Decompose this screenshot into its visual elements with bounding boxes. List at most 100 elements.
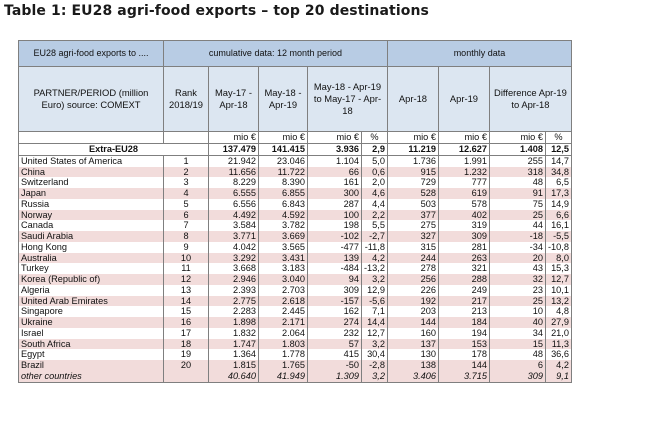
value-cell: 315 xyxy=(386,241,439,253)
value-cell: 192 xyxy=(386,295,439,307)
value-cell: 162 xyxy=(307,306,362,317)
value-cell: 3.669 xyxy=(258,231,308,242)
value-cell: 2,0 xyxy=(361,177,388,188)
row-name: Korea (Republic of) xyxy=(18,274,164,285)
month2-header: Apr-19 xyxy=(437,66,490,132)
value-cell: 144 xyxy=(386,317,439,328)
period2-header: May-18 - Apr-19 xyxy=(258,66,308,132)
value-cell: 0,6 xyxy=(361,166,388,178)
value-cell: 48 xyxy=(488,349,546,360)
value-cell: 138 xyxy=(386,360,439,371)
table-row: China 2 11.656 11.722 66 0,6 915 1.232 318 34,8 xyxy=(18,166,572,178)
value-cell: 4,2 xyxy=(361,252,388,264)
value-cell: 3.292 xyxy=(208,252,259,264)
row-name: Israel xyxy=(18,327,164,339)
value-cell: 2.703 xyxy=(258,284,308,296)
value-cell: 402 xyxy=(437,209,490,221)
value-cell: 1.104 xyxy=(307,155,362,167)
row-name: China xyxy=(18,166,164,178)
monthly-header: monthly data xyxy=(386,40,572,67)
other-countries-row: other countries 40.640 41.949 1.309 3,2 3.406… xyxy=(18,370,572,383)
value-cell: -477 xyxy=(307,241,362,253)
unit-cell: mio € xyxy=(437,131,490,144)
period1-header: May-17 - Apr-18 xyxy=(208,66,259,132)
value-cell: 91 xyxy=(488,188,546,199)
table-row: United Arab Emirates 14 2.775 2.618 -157 -5,6… xyxy=(18,295,572,307)
value-cell: 4,8 xyxy=(544,306,572,317)
row-rank: 15 xyxy=(163,306,209,317)
row-name: United Arab Emirates xyxy=(18,295,164,307)
value-cell: 287 xyxy=(307,198,362,210)
value-cell: 25 xyxy=(488,209,546,221)
value-cell: 75 xyxy=(488,198,546,210)
extra-eu-row: Extra-EU28 137.479 141.415 3.936 2,9 11.… xyxy=(18,143,572,156)
value-cell: 11,3 xyxy=(544,338,572,350)
table-row: Switzerland 3 8.229 8.390 161 2,0 729 777 48 6,5 xyxy=(18,177,572,188)
value-cell: 34,8 xyxy=(544,166,572,178)
value-cell: 321 xyxy=(437,263,490,274)
value-cell: 1.803 xyxy=(258,338,308,350)
value-cell: 14,9 xyxy=(544,198,572,210)
row-rank: 19 xyxy=(163,349,209,360)
value-cell: 309 xyxy=(437,231,490,242)
rank-header: Rank 2018/19 xyxy=(163,66,209,132)
header-row-columns: PARTNER/PERIOD (million Euro) source: CO… xyxy=(18,66,572,132)
row-rank: 20 xyxy=(163,360,209,371)
value-cell: 8.390 xyxy=(258,177,308,188)
value-cell: 4,6 xyxy=(361,188,388,199)
corner-header: EU28 agri-food exports to .... xyxy=(18,40,164,67)
table-row: Canada 7 3.584 3.782 198 5,5 275 319 44 16,1 xyxy=(18,220,572,231)
row-rank: 8 xyxy=(163,231,209,242)
value-cell: -157 xyxy=(307,295,362,307)
value-cell: -13,2 xyxy=(361,263,388,274)
table-row: Korea (Republic of) 12 2.946 3.040 94 3,2 256 2… xyxy=(18,274,572,285)
value-cell: 6.556 xyxy=(208,198,259,210)
value-cell: 2.393 xyxy=(208,284,259,296)
table-row: Israel 17 1.832 2.064 232 12,7 160 194 34 21,0 xyxy=(18,327,572,339)
row-rank: 9 xyxy=(163,241,209,253)
value-cell: -50 xyxy=(307,360,362,371)
value-cell: 528 xyxy=(386,188,439,199)
row-rank: 14 xyxy=(163,295,209,307)
value-cell: 2.618 xyxy=(258,295,308,307)
value-cell: 161 xyxy=(307,177,362,188)
row-name: Canada xyxy=(18,220,164,231)
value-cell: 1.815 xyxy=(208,360,259,371)
value-cell: 48 xyxy=(488,177,546,188)
table-row: Turkey 11 3.668 3.183 -484 -13,2 278 321 43 15,3 xyxy=(18,263,572,274)
value-cell: 2.064 xyxy=(258,327,308,339)
value-cell: 1.364 xyxy=(208,349,259,360)
row-rank: 1 xyxy=(163,155,209,167)
table-row: Algeria 13 2.393 2.703 309 12,9 226 249 23 10,1 xyxy=(18,284,572,296)
value-cell: 198 xyxy=(307,220,362,231)
value-cell: 4.492 xyxy=(208,209,259,221)
table-row: Saudi Arabia 8 3.771 3.669 -102 -2,7 327 309 -18… xyxy=(18,231,572,242)
row-name: South Africa xyxy=(18,338,164,350)
value-cell: -34 xyxy=(488,241,546,253)
value-cell: 226 xyxy=(386,284,439,296)
value-cell: 184 xyxy=(437,317,490,328)
value-cell: 9,1 xyxy=(544,370,572,383)
row-name: Switzerland xyxy=(18,177,164,188)
period-change-header: May-18 - Apr-19 to May-17 - Apr-18 xyxy=(307,66,388,132)
value-cell: 36,6 xyxy=(544,349,572,360)
value-cell: -2,8 xyxy=(361,360,388,371)
value-cell: 1.736 xyxy=(386,155,439,167)
value-cell: 1.898 xyxy=(208,317,259,328)
value-cell: 14,4 xyxy=(361,317,388,328)
value-cell: 2,9 xyxy=(361,143,388,156)
table-row: South Africa 18 1.747 1.803 57 3,2 137 153 15 11,… xyxy=(18,338,572,350)
value-cell: 327 xyxy=(386,231,439,242)
value-cell: 32 xyxy=(488,274,546,285)
value-cell: 137 xyxy=(386,338,439,350)
row-rank: 13 xyxy=(163,284,209,296)
value-cell: 3,2 xyxy=(361,338,388,350)
table-row: Australia 10 3.292 3.431 139 4,2 244 263 20 8,0 xyxy=(18,252,572,264)
value-cell: 3.715 xyxy=(437,370,490,383)
value-cell: 5,0 xyxy=(361,155,388,167)
row-rank: 6 xyxy=(163,209,209,221)
value-cell: 255 xyxy=(488,155,546,167)
table-row: Russia 5 6.556 6.843 287 4,4 503 578 75 14,9 xyxy=(18,198,572,210)
value-cell: 3.406 xyxy=(386,370,439,383)
unit-cell: mio € xyxy=(208,131,259,144)
